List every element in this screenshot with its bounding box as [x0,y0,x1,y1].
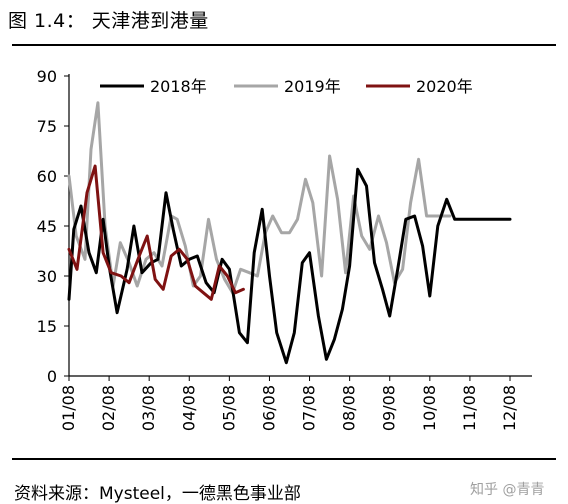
x-tick-label: 07/08 [300,385,319,431]
y-tick-label: 15 [37,317,57,336]
line-chart: 0 15 30 45 60 75 90 01/08 02/08 03/08 04/08 05/08 06… [37,67,532,431]
x-tick-label: 11/08 [460,385,479,431]
title-rule [12,44,556,46]
series-line-2019 [67,101,452,295]
y-tick-label: 0 [47,367,57,386]
y-tick-label: 45 [37,217,57,236]
x-tick-label: 02/08 [99,385,118,431]
x-tick-label: 06/08 [259,385,278,431]
chart-series [67,101,512,365]
source-note: 资料来源：Mysteel，一德黑色事业部 [14,484,301,504]
chart-legend: 2018年 2019年 2020年 [100,77,473,96]
y-tick-label: 75 [37,117,57,136]
x-tick-label: 12/08 [500,385,519,431]
x-tick-label: 09/08 [380,385,399,431]
x-tick-label: 05/08 [219,385,238,431]
legend-label-2018: 2018年 [150,77,207,96]
series-line-2018 [67,167,512,365]
legend-label-2019: 2019年 [284,77,341,96]
y-tick-label: 90 [37,67,57,86]
x-tick-label: 03/08 [139,385,158,431]
x-tick-label: 08/08 [340,385,359,431]
series-line-2020 [67,164,245,301]
legend-label-2020: 2020年 [416,77,473,96]
y-tick-label: 60 [37,167,57,186]
x-tick-label: 04/08 [179,385,198,431]
watermark: 知乎 @青青 [470,482,545,498]
chart-axes: 0 15 30 45 60 75 90 01/08 02/08 03/08 04/08 05/08 06… [37,67,532,431]
x-tick-label: 10/08 [420,385,439,431]
source-rule [12,458,556,460]
figure-title: 图 1.4： 天津港到港量 [8,10,209,32]
y-tick-label: 30 [37,267,57,286]
x-tick-label: 01/08 [59,385,78,431]
